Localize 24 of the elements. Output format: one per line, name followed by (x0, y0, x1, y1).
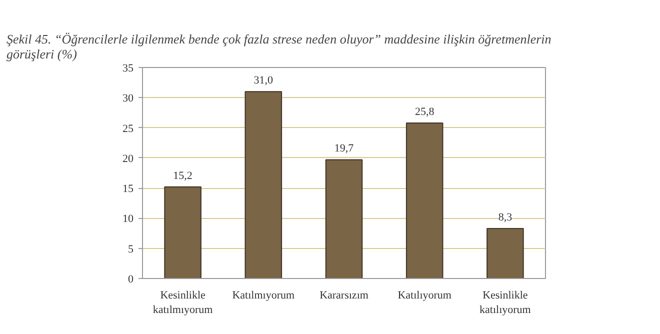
bar (325, 159, 363, 278)
chart-title: Şekil 45. “Öğrencilerle ilgilenmek bende çok fazla strese neden oluyor” maddesine ilişkin öğretmenlerin görüşleri (%) (6, 32, 552, 62)
x-tick-label: Kararsızım (320, 290, 369, 302)
bar (244, 91, 282, 278)
bar (164, 186, 202, 278)
y-tick-label: 0 (128, 274, 134, 286)
bar (406, 122, 444, 278)
x-tick-label: Kesinlikle katılıyorum (480, 290, 532, 316)
x-tick-label: Kesinlikle katılmıyorum (152, 290, 214, 316)
y-tick-label: 25 (122, 122, 134, 135)
data-label: 25,8 (414, 106, 435, 118)
y-tick-label: 30 (122, 92, 134, 105)
x-tick-label: Katılmıyorum (232, 290, 296, 302)
y-tick-label: 5 (128, 243, 134, 256)
data-label: 8,3 (498, 211, 513, 224)
y-tick-label: 35 (122, 62, 134, 74)
data-label: 31,0 (254, 74, 274, 87)
x-tick-label: Katılıyorum (398, 290, 452, 302)
y-tick-label: 15 (122, 183, 134, 196)
data-label: 19,7 (334, 142, 354, 155)
bar (486, 228, 524, 278)
y-tick-label: 10 (122, 213, 134, 226)
y-tick-label: 20 (122, 152, 134, 165)
data-label: 15,2 (173, 170, 192, 182)
